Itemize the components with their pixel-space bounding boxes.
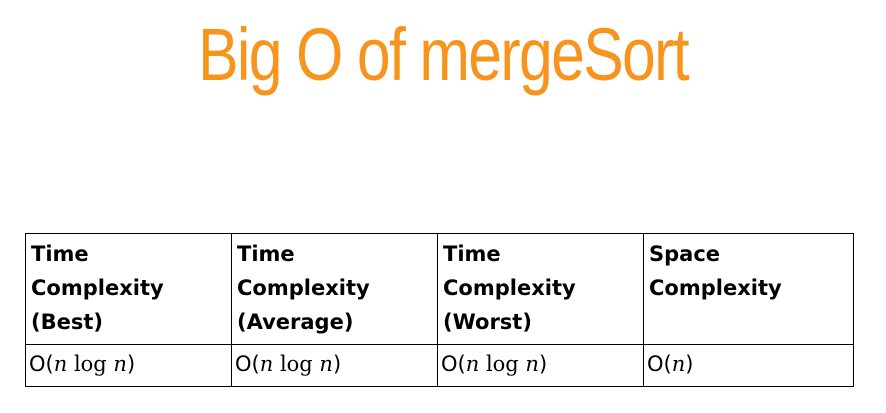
header-line: (Average) bbox=[237, 310, 354, 334]
math-variable: n bbox=[671, 352, 686, 376]
header-line: Space bbox=[649, 242, 721, 266]
cell-time-worst: O(n log n) bbox=[437, 344, 644, 387]
header-time-average: Time Complexity (Average) bbox=[231, 233, 438, 345]
cell-suffix: ) bbox=[685, 352, 694, 376]
math-variable: n bbox=[525, 352, 539, 376]
header-line: Complexity bbox=[237, 276, 370, 300]
math-variable: n bbox=[113, 352, 127, 376]
math-variable: n bbox=[53, 352, 68, 376]
math-variable: n bbox=[259, 352, 274, 376]
cell-prefix: O( bbox=[235, 352, 260, 376]
cell-space: O(n) bbox=[643, 344, 854, 387]
header-line: (Worst) bbox=[443, 310, 532, 334]
header-line: Time bbox=[31, 242, 89, 266]
header-line: Time bbox=[237, 242, 295, 266]
header-line: Time bbox=[443, 242, 501, 266]
math-log: log bbox=[273, 352, 320, 376]
header-time-worst: Time Complexity (Worst) bbox=[437, 233, 644, 345]
header-line: (Best) bbox=[31, 310, 103, 334]
math-log: log bbox=[67, 352, 114, 376]
header-space: Space Complexity bbox=[643, 233, 854, 345]
math-log: log bbox=[479, 352, 526, 376]
cell-suffix: ) bbox=[126, 352, 136, 376]
header-time-best: Time Complexity (Best) bbox=[25, 233, 232, 345]
cell-suffix: ) bbox=[332, 352, 342, 376]
header-line: Complexity bbox=[649, 276, 782, 300]
table-row: O(n log n) O(n log n) O(n log n) O(n) bbox=[25, 344, 854, 387]
math-variable: n bbox=[319, 352, 333, 376]
header-line: Complexity bbox=[31, 276, 164, 300]
cell-suffix: ) bbox=[538, 352, 548, 376]
math-variable: n bbox=[465, 352, 480, 376]
cell-prefix: O( bbox=[647, 352, 672, 376]
slide-title: Big O of mergeSort bbox=[198, 13, 689, 96]
complexity-table: Time Complexity (Best) Time Complexity (… bbox=[25, 233, 854, 387]
cell-time-average: O(n log n) bbox=[231, 344, 438, 387]
header-line: Complexity bbox=[443, 276, 576, 300]
cell-prefix: O( bbox=[29, 352, 54, 376]
table-header-row: Time Complexity (Best) Time Complexity (… bbox=[25, 233, 854, 345]
cell-time-best: O(n log n) bbox=[25, 344, 232, 387]
cell-prefix: O( bbox=[441, 352, 466, 376]
